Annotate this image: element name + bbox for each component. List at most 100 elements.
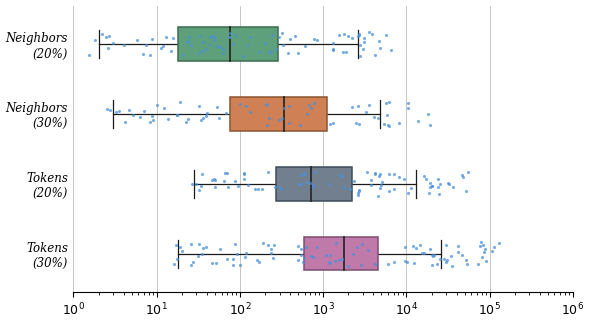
Point bbox=[370, 171, 379, 176]
Point bbox=[441, 259, 451, 264]
Point bbox=[301, 244, 310, 249]
Point bbox=[264, 115, 274, 120]
Point bbox=[244, 182, 253, 187]
Point bbox=[340, 31, 349, 36]
Point bbox=[179, 52, 188, 57]
Point bbox=[188, 260, 198, 265]
Point bbox=[432, 261, 442, 267]
Point bbox=[230, 241, 240, 247]
Point bbox=[357, 241, 366, 247]
Point bbox=[347, 105, 356, 110]
Point bbox=[355, 31, 364, 36]
Point bbox=[238, 53, 247, 58]
Point bbox=[294, 181, 304, 186]
Point bbox=[239, 170, 248, 176]
Point bbox=[194, 241, 204, 247]
Point bbox=[278, 115, 287, 121]
Point bbox=[368, 31, 377, 37]
Point bbox=[210, 185, 219, 190]
Point bbox=[228, 42, 238, 47]
Point bbox=[473, 261, 483, 267]
Point bbox=[202, 110, 211, 115]
Point bbox=[457, 173, 467, 178]
Point bbox=[366, 178, 376, 183]
Point bbox=[435, 256, 444, 261]
Point bbox=[427, 253, 436, 258]
Point bbox=[148, 117, 158, 122]
Point bbox=[109, 40, 118, 46]
Point bbox=[444, 180, 453, 186]
Point bbox=[128, 113, 137, 118]
Point bbox=[296, 246, 306, 251]
Point bbox=[461, 188, 471, 193]
Point bbox=[160, 105, 169, 110]
Point bbox=[446, 253, 455, 259]
Point bbox=[299, 171, 309, 176]
Point bbox=[210, 178, 219, 183]
Point bbox=[146, 52, 155, 57]
Point bbox=[147, 113, 156, 119]
Point bbox=[167, 49, 176, 54]
Point bbox=[261, 40, 270, 46]
Point bbox=[243, 43, 253, 48]
Point bbox=[401, 244, 410, 249]
Point bbox=[105, 108, 114, 113]
Point bbox=[394, 174, 404, 179]
Point bbox=[382, 112, 391, 117]
Point bbox=[232, 251, 242, 256]
Point bbox=[462, 261, 471, 266]
Point bbox=[274, 185, 284, 190]
Point bbox=[384, 122, 393, 127]
Point bbox=[370, 171, 379, 177]
Point bbox=[218, 50, 228, 55]
Point bbox=[101, 35, 111, 40]
Point bbox=[355, 189, 364, 194]
Point bbox=[356, 263, 365, 268]
Point bbox=[186, 43, 195, 48]
Point bbox=[490, 244, 499, 249]
Point bbox=[182, 39, 192, 44]
Point bbox=[494, 241, 504, 246]
Point bbox=[141, 42, 150, 48]
Point bbox=[209, 38, 219, 43]
Point bbox=[339, 185, 349, 190]
Point bbox=[132, 38, 142, 43]
Point bbox=[324, 182, 334, 187]
Point bbox=[306, 254, 316, 259]
Point bbox=[172, 256, 182, 261]
Point bbox=[343, 33, 353, 38]
Point bbox=[345, 187, 355, 192]
Point bbox=[171, 242, 181, 247]
Point bbox=[414, 118, 423, 123]
Point bbox=[225, 34, 234, 40]
Bar bbox=[276, 167, 352, 201]
Point bbox=[215, 247, 225, 252]
Point bbox=[172, 112, 182, 117]
Point bbox=[419, 173, 428, 179]
Point bbox=[84, 52, 93, 58]
Point bbox=[376, 171, 385, 176]
Point bbox=[365, 30, 374, 35]
Point bbox=[195, 33, 205, 38]
Point bbox=[187, 241, 196, 247]
Point bbox=[426, 246, 435, 251]
Point bbox=[175, 100, 185, 105]
Point bbox=[205, 35, 215, 40]
Point bbox=[293, 257, 303, 262]
Point bbox=[389, 259, 398, 264]
Point bbox=[230, 178, 240, 183]
Point bbox=[461, 257, 470, 262]
Point bbox=[169, 262, 179, 267]
Point bbox=[434, 185, 443, 190]
Point bbox=[295, 122, 304, 127]
Point bbox=[267, 247, 276, 252]
Point bbox=[198, 246, 208, 251]
Point bbox=[135, 114, 145, 120]
Point bbox=[427, 184, 437, 189]
Point bbox=[181, 119, 191, 124]
Point bbox=[278, 42, 288, 48]
Point bbox=[457, 252, 466, 258]
Point bbox=[463, 170, 473, 175]
Point bbox=[307, 105, 316, 110]
Point bbox=[211, 34, 220, 39]
